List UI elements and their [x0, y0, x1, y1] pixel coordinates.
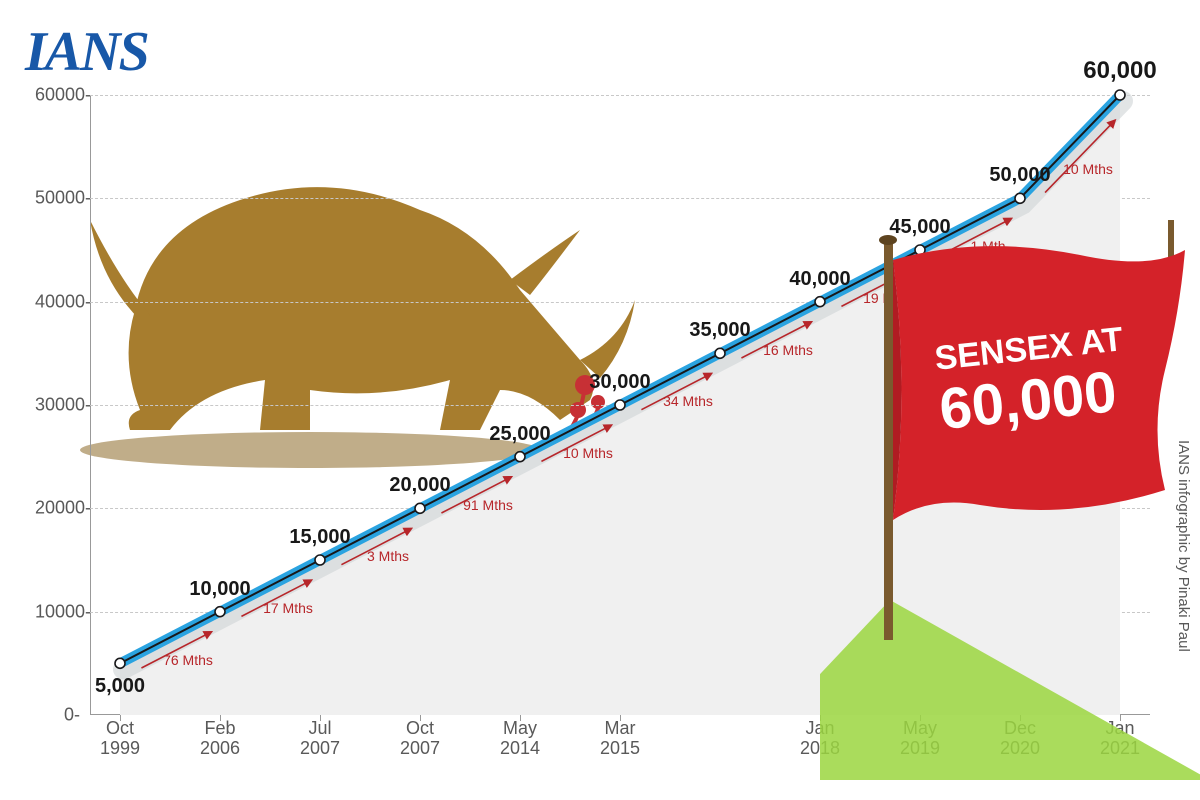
interval-label: 17 Mths [263, 600, 313, 616]
x-tick-label: Feb 2006 [200, 718, 240, 759]
milestone-label: 50,000 [989, 164, 1050, 187]
y-tick-label: 60000- [35, 85, 80, 106]
y-tick-label: 20000- [35, 498, 80, 519]
x-tick-label: Mar 2015 [600, 718, 640, 759]
interval-label: 1 Mth [970, 238, 1005, 254]
x-tick-label: Jan 2018 [800, 718, 840, 759]
milestone-label: 45,000 [889, 216, 950, 239]
ians-logo: IANS [25, 20, 148, 84]
milestone-label: 5,000 [95, 675, 145, 698]
x-tick-label: May 2014 [500, 718, 540, 759]
interval-label: 19 Mths [863, 290, 913, 306]
interval-label: 10 Mths [1063, 161, 1113, 177]
milestone-label: 40,000 [789, 268, 850, 291]
y-tick-label: 50000- [35, 188, 80, 209]
y-tick-label: 10000- [35, 601, 80, 622]
x-tick-label: Jul 2007 [300, 718, 340, 759]
milestone-label: 25,000 [489, 423, 550, 446]
y-tick-label: 0- [35, 705, 80, 726]
interval-label: 91 Mths [463, 497, 513, 513]
x-tick-label: Jan 2021 [1100, 718, 1140, 759]
x-tick-label: Dec 2020 [1000, 718, 1040, 759]
sensex-chart: 0-10000-20000-30000-40000-50000-60000- O… [90, 95, 1150, 715]
milestone-label: 30,000 [589, 371, 650, 394]
chart-svg [90, 95, 1150, 715]
interval-label: 3 Mths [367, 548, 409, 564]
x-tick-label: Oct 2007 [400, 718, 440, 759]
x-tick-label: May 2019 [900, 718, 940, 759]
milestone-label: 10,000 [189, 578, 250, 601]
x-tick-label: Oct 1999 [100, 718, 140, 759]
milestone-label: 15,000 [289, 526, 350, 549]
interval-label: 76 Mths [163, 652, 213, 668]
milestone-label: 20,000 [389, 474, 450, 497]
milestone-label: 35,000 [689, 319, 750, 342]
y-tick-label: 30000- [35, 395, 80, 416]
milestone-label: 60,000 [1083, 57, 1156, 85]
credit-text: IANS infographic by Pinaki Paul [1175, 440, 1192, 652]
interval-label: 10 Mths [563, 445, 613, 461]
interval-label: 16 Mths [763, 342, 813, 358]
y-tick-label: 40000- [35, 291, 80, 312]
interval-label: 34 Mths [663, 393, 713, 409]
